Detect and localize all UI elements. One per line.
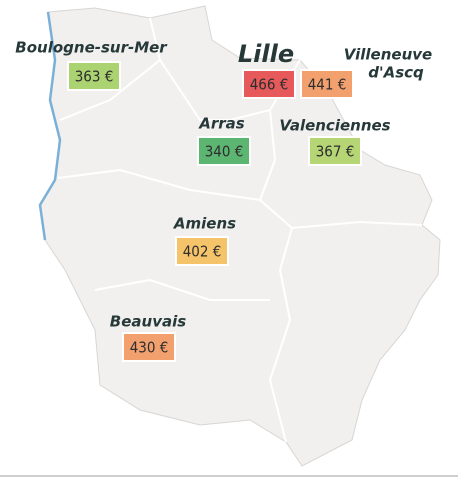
price-badge — [308, 136, 362, 166]
city-name: d'Ascq — [368, 64, 424, 82]
price-label: 402 € — [183, 243, 222, 261]
city-name: Lille — [238, 40, 294, 68]
price-label: 441 € — [308, 76, 347, 94]
city-name: Beauvais — [110, 313, 186, 331]
coastline — [38, 11, 62, 241]
price-badge — [122, 332, 176, 362]
price-label: 363 € — [75, 68, 114, 86]
city-labels: Boulogne-sur-Mer 363 € Lille 466 € Villeneuv… — [15, 39, 432, 362]
price-label: 367 € — [316, 143, 355, 161]
city-name: Boulogne-sur-Mer — [15, 39, 168, 57]
price-badge — [300, 69, 354, 99]
price-label: 430 € — [130, 339, 169, 357]
price-label: 340 € — [205, 143, 244, 161]
city-name: Arras — [198, 115, 245, 133]
borders — [57, 17, 423, 443]
price-label: 466 € — [250, 76, 289, 94]
price-badge — [67, 61, 121, 91]
city-name: Amiens — [173, 215, 236, 233]
city-name: Villeneuve — [344, 46, 432, 64]
price-badge — [242, 69, 296, 99]
price-badge — [197, 136, 251, 166]
price-badge — [175, 236, 229, 266]
city-name: Valenciennes — [279, 117, 390, 135]
